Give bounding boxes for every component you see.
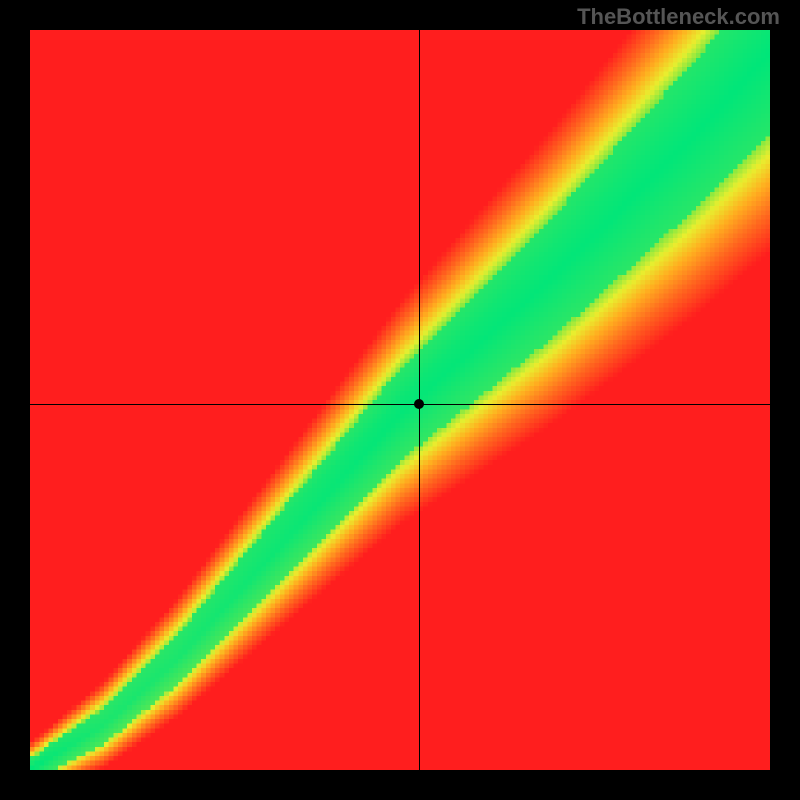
heatmap-canvas [30,30,770,770]
crosshair-point [414,399,424,409]
watermark-text: TheBottleneck.com [577,4,780,30]
crosshair-horizontal [30,404,770,405]
heatmap-plot [30,30,770,770]
